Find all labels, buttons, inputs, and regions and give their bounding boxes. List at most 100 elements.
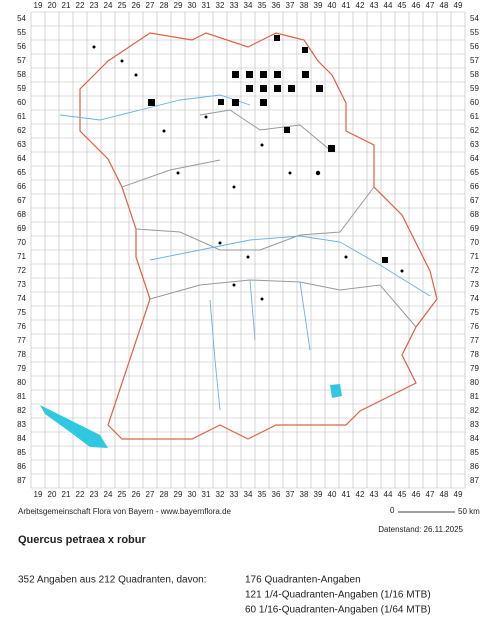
- row-label: 60: [470, 98, 479, 107]
- column-label: 34: [244, 1, 253, 10]
- row-label: 64: [17, 154, 26, 163]
- row-label: 87: [470, 476, 479, 485]
- scale-start: 0: [390, 506, 395, 515]
- column-label: 41: [342, 1, 351, 10]
- row-label: 59: [17, 84, 26, 93]
- column-label: 20: [48, 490, 57, 499]
- column-label: 44: [384, 1, 393, 10]
- row-label: 75: [470, 308, 479, 317]
- row-label: 79: [17, 364, 26, 373]
- column-label: 23: [90, 490, 99, 499]
- column-label: 28: [160, 490, 169, 499]
- row-label: 76: [17, 322, 26, 331]
- summary-total: 352 Angaben aus 212 Quadranten, davon:: [18, 575, 207, 586]
- row-label: 86: [470, 462, 479, 471]
- row-label: 77: [17, 336, 26, 345]
- column-label: 36: [272, 1, 281, 10]
- row-label: 74: [470, 294, 479, 303]
- rivers: [59, 94, 431, 411]
- lake: [330, 384, 342, 398]
- column-label: 38: [300, 1, 309, 10]
- row-label: 76: [470, 322, 479, 331]
- column-label: 37: [286, 490, 295, 499]
- state-border: [79, 32, 438, 440]
- row-label: 78: [17, 350, 26, 359]
- column-label: 47: [426, 490, 435, 499]
- column-label: 45: [398, 490, 407, 499]
- row-label: 56: [470, 42, 479, 51]
- column-label: 48: [440, 490, 449, 499]
- column-label: 48: [440, 1, 449, 10]
- column-label: 40: [328, 490, 337, 499]
- occurrence-markers: [92, 35, 404, 301]
- column-label: 33: [230, 490, 239, 499]
- row-label: 65: [470, 168, 479, 177]
- row-label: 55: [470, 28, 479, 37]
- column-label: 19: [34, 1, 43, 10]
- column-label: 34: [244, 490, 253, 499]
- row-label: 80: [470, 378, 479, 387]
- row-label: 80: [17, 378, 26, 387]
- column-label: 33: [230, 1, 239, 10]
- row-label: 58: [17, 70, 26, 79]
- column-label: 41: [342, 490, 351, 499]
- column-label: 27: [146, 1, 155, 10]
- row-label: 83: [470, 420, 479, 429]
- date: Datenstand: 26.11.2025: [378, 525, 463, 534]
- column-label: 39: [314, 1, 323, 10]
- row-label: 57: [470, 56, 479, 65]
- row-label: 54: [470, 14, 479, 23]
- row-label: 69: [17, 224, 26, 233]
- row-label: 73: [470, 280, 479, 289]
- summary-line: 176 Quadranten-Angaben: [245, 575, 361, 586]
- column-label: 40: [328, 1, 337, 10]
- column-label: 35: [258, 1, 267, 10]
- column-label: 31: [202, 1, 211, 10]
- row-label: 54: [17, 14, 26, 23]
- summary-line: 121 1/4-Quadranten-Angaben (1/16 MTB): [245, 590, 431, 601]
- row-label: 85: [470, 448, 479, 457]
- row-label: 82: [17, 406, 26, 415]
- row-label: 70: [17, 238, 26, 247]
- row-label: 74: [17, 294, 26, 303]
- column-label: 26: [132, 1, 141, 10]
- column-label: 25: [118, 490, 127, 499]
- lake: [40, 405, 108, 448]
- row-label: 71: [17, 252, 26, 261]
- row-label: 63: [17, 140, 26, 149]
- row-label: 73: [17, 280, 26, 289]
- column-label: 28: [160, 1, 169, 10]
- column-label: 35: [258, 490, 267, 499]
- column-label: 43: [370, 1, 379, 10]
- row-label: 61: [470, 112, 479, 121]
- row-label: 63: [470, 140, 479, 149]
- row-label: 81: [17, 392, 26, 401]
- column-label: 25: [118, 1, 127, 10]
- row-label: 70: [470, 238, 479, 247]
- summary-line: 60 1/16-Quadranten-Angaben (1/64 MTB): [245, 605, 431, 616]
- row-label: 67: [470, 196, 479, 205]
- row-label: 83: [17, 420, 26, 429]
- row-label: 68: [17, 210, 26, 219]
- column-label: 21: [62, 490, 71, 499]
- column-label: 20: [48, 1, 57, 10]
- row-label: 75: [17, 308, 26, 317]
- row-label: 68: [470, 210, 479, 219]
- column-label: 49: [454, 1, 463, 10]
- row-label: 66: [470, 182, 479, 191]
- row-label: 59: [470, 84, 479, 93]
- column-label: 47: [426, 1, 435, 10]
- column-label: 43: [370, 490, 379, 499]
- column-label: 22: [76, 490, 85, 499]
- row-label: 61: [17, 112, 26, 121]
- column-label: 37: [286, 1, 295, 10]
- row-label: 87: [17, 476, 26, 485]
- column-label: 24: [104, 490, 113, 499]
- column-label: 29: [174, 490, 183, 499]
- column-label: 42: [356, 1, 365, 10]
- column-label: 29: [174, 1, 183, 10]
- row-label: 64: [470, 154, 479, 163]
- column-label: 32: [216, 1, 225, 10]
- column-label: 23: [90, 1, 99, 10]
